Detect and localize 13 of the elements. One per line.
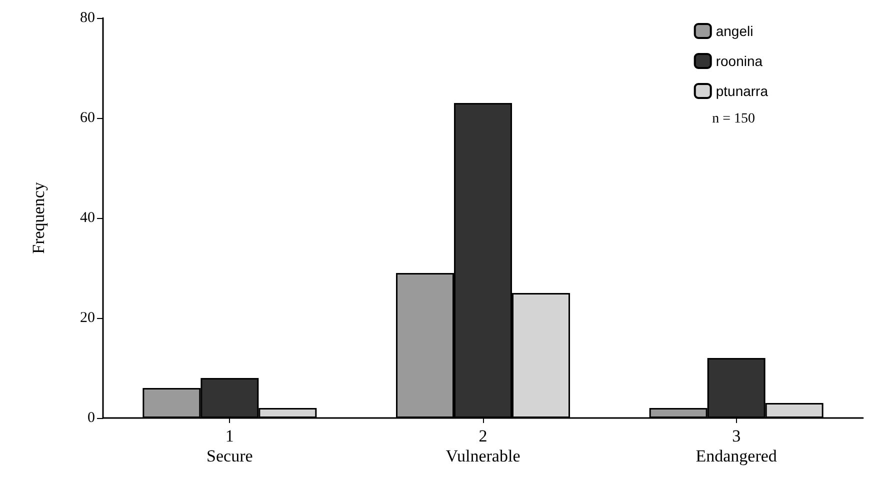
y-tick-label: 60 <box>80 110 95 126</box>
x-tick-label: 3 Endangered <box>696 426 778 466</box>
legend-label: roonina <box>716 53 763 69</box>
y-tick-label: 0 <box>88 410 95 426</box>
x-tick-label: 2 Vulnerable <box>446 426 520 466</box>
y-axis-title: Frequency <box>29 182 48 254</box>
y-tick-label: 40 <box>80 210 95 226</box>
y-tick-label: 80 <box>80 10 95 26</box>
y-tick-label: 20 <box>80 310 95 326</box>
x-tick-label: 1 Secure <box>206 426 253 466</box>
legend-label: ptunarra <box>716 83 768 99</box>
legend-label: angeli <box>716 23 754 39</box>
annotation: n = 150 <box>712 112 756 126</box>
